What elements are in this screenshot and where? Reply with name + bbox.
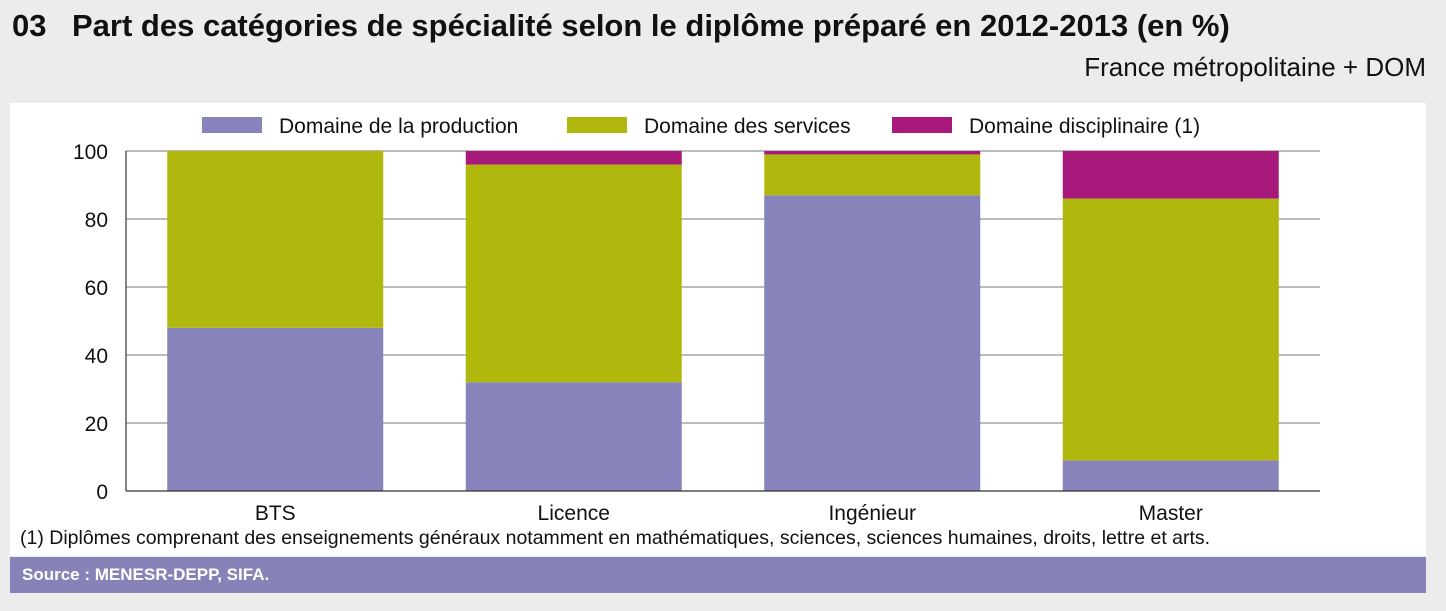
- bar-licence-domaine-de-la-production: [465, 382, 682, 491]
- x-tick-label-ingenieur: Ingénieur: [828, 502, 916, 525]
- bar-licence-domaine-des-services: [465, 164, 682, 383]
- bar-licence-domaine-disciplinaire-1: [465, 151, 682, 165]
- bar-bts-domaine-des-services: [167, 151, 384, 328]
- legend-swatch-domaine-de-la-production: [202, 117, 262, 133]
- page-title: Part des catégories de spécialité selon …: [72, 8, 1230, 43]
- chart-legend: Domaine de la production Domaine des serv…: [202, 115, 1200, 138]
- y-tick-label: 0: [96, 481, 108, 504]
- figure-scope: France métropolitaine + DOM: [1084, 52, 1426, 82]
- bar-ingenieur-domaine-des-services: [764, 154, 981, 196]
- legend-label-domaine-disciplinaire-1: Domaine disciplinaire (1): [969, 115, 1200, 138]
- chart-panel: Domaine de la production Domaine des serv…: [10, 103, 1426, 556]
- bar-ingenieur-domaine-de-la-production: [764, 195, 981, 491]
- y-tick-label: 100: [73, 141, 108, 164]
- bar-ingenieur-domaine-disciplinaire-1: [764, 151, 981, 155]
- bar-bts-domaine-de-la-production: [167, 327, 384, 491]
- x-tick-label-bts: BTS: [255, 502, 296, 525]
- y-tick-label: 20: [85, 413, 108, 436]
- bar-master-domaine-disciplinaire-1: [1062, 151, 1279, 199]
- y-tick-label: 80: [85, 209, 108, 232]
- bar-master-domaine-des-services: [1062, 198, 1279, 461]
- source-bar: Source : MENESR-DEPP, SIFA.: [10, 557, 1426, 593]
- legend-swatch-domaine-des-services: [567, 117, 627, 133]
- stacked-bar-chart: Domaine de la production Domaine des serv…: [73, 115, 1320, 525]
- legend-swatch-domaine-disciplinaire-1: [892, 117, 952, 133]
- chart-footnote: (1) Diplômes comprenant des enseignement…: [20, 527, 1211, 549]
- figure-number: 03: [12, 8, 47, 43]
- legend-label-domaine-des-services: Domaine des services: [644, 115, 851, 138]
- x-tick-label-master: Master: [1139, 502, 1203, 525]
- y-tick-label: 40: [85, 345, 108, 368]
- chart-axes: 0 20 40 60 80 100 BTS Licence Ingénieur Master: [73, 141, 1320, 525]
- bar-master-domaine-de-la-production: [1062, 460, 1279, 491]
- chart-bars: [167, 151, 1279, 491]
- legend-label-domaine-de-la-production: Domaine de la production: [279, 115, 518, 138]
- x-tick-label-licence: Licence: [538, 502, 610, 525]
- y-tick-label: 60: [85, 277, 108, 300]
- source-text: Source : MENESR-DEPP, SIFA.: [22, 565, 270, 584]
